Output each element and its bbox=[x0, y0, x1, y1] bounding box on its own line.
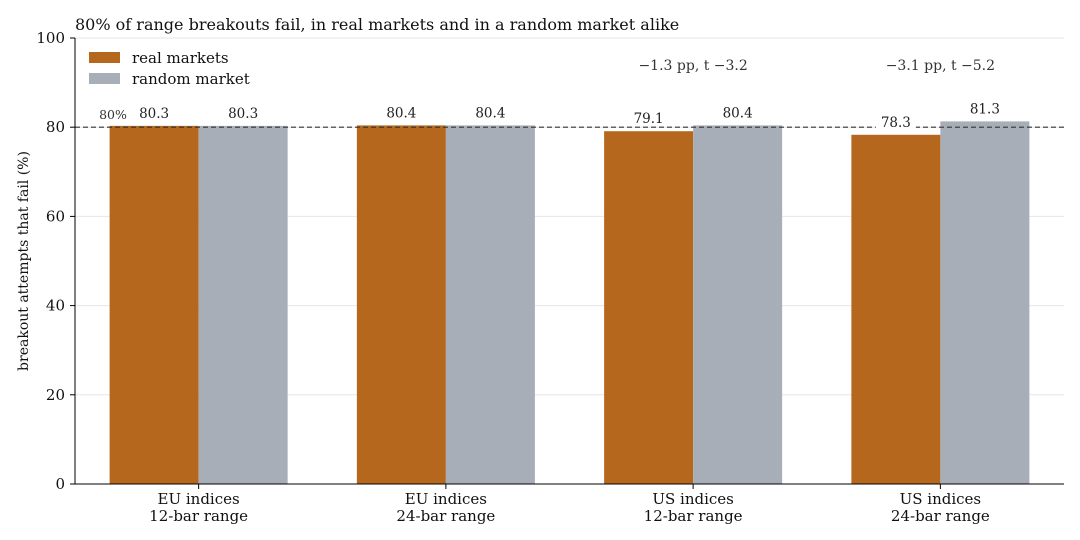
data-label-bg bbox=[134, 104, 175, 121]
data-label-random-market-3: 81.3 bbox=[970, 101, 1000, 117]
y-tick-label-1: 20 bbox=[46, 386, 65, 404]
bar-real-markets-3 bbox=[851, 134, 941, 485]
x-tick-label-0-1: 12-bar range bbox=[149, 507, 248, 525]
bar-real-markets-2 bbox=[604, 131, 694, 485]
bar-random-market-2 bbox=[693, 125, 783, 484]
data-label-bg bbox=[470, 104, 511, 121]
y-tick-label-5: 100 bbox=[36, 29, 65, 47]
legend-label-0: real markets bbox=[132, 49, 229, 67]
data-label-bg bbox=[628, 110, 669, 127]
data-label-random-market-1: 80.4 bbox=[475, 105, 505, 121]
x-tick-label-1-1: 24-bar range bbox=[396, 507, 495, 525]
legend-label-1: random market bbox=[132, 70, 250, 88]
data-label-real-markets-0: 80.3 bbox=[139, 106, 169, 122]
data-label-bg bbox=[717, 104, 758, 121]
annotations: −1.3 pp, t −3.2 −3.1 pp, t −5.2 bbox=[638, 58, 995, 74]
x-tick-label-3-1: 24-bar range bbox=[891, 507, 990, 525]
legend: real markets random market bbox=[89, 49, 250, 88]
bar-random-market-0 bbox=[198, 125, 288, 484]
data-label-bg bbox=[381, 104, 422, 121]
bar-real-markets-0 bbox=[109, 125, 199, 484]
data-label-real-markets-1: 80.4 bbox=[386, 105, 416, 121]
data-labels: 80.3 80.4 79.1 78.3 80.3 80.4 80.4 81.3 bbox=[134, 100, 1005, 131]
legend-swatch-1 bbox=[89, 73, 120, 84]
data-label-random-market-2: 80.4 bbox=[723, 105, 753, 121]
legend-swatch-0 bbox=[89, 52, 120, 63]
x-tick-label-0-0: EU indices bbox=[158, 490, 240, 508]
y-tick-label-3: 60 bbox=[46, 207, 65, 225]
chart-title: 80% of range breakouts fail, in real mar… bbox=[75, 15, 679, 34]
bar-random-market-3 bbox=[940, 121, 1030, 484]
x-tick-label-1-0: EU indices bbox=[405, 490, 487, 508]
x-tick-label-2-1: 12-bar range bbox=[644, 507, 743, 525]
y-tick-label-2: 40 bbox=[46, 297, 65, 315]
y-axis-label: breakout attempts that fail (%) bbox=[16, 151, 32, 371]
annotation-0: −1.3 pp, t −3.2 bbox=[638, 58, 747, 74]
data-label-real-markets-3: 78.3 bbox=[881, 115, 911, 131]
x-tick-label-3-0: US indices bbox=[900, 490, 982, 508]
y-tick-label-4: 80 bbox=[46, 118, 65, 136]
x-tick-label-2-0: US indices bbox=[652, 490, 734, 508]
data-label-bg bbox=[964, 100, 1005, 117]
data-label-bg bbox=[875, 113, 916, 130]
data-label-random-market-0: 80.3 bbox=[228, 106, 258, 122]
y-tick-label-0: 0 bbox=[55, 475, 65, 493]
reference-label: 80% bbox=[99, 107, 127, 122]
bar-real-markets-1 bbox=[356, 125, 446, 484]
bar-random-market-1 bbox=[445, 125, 535, 484]
data-label-bg bbox=[223, 104, 264, 121]
data-label-real-markets-2: 79.1 bbox=[634, 111, 664, 127]
bars bbox=[109, 121, 1030, 485]
reference-label-bg bbox=[94, 102, 132, 120]
annotation-1: −3.1 pp, t −5.2 bbox=[886, 58, 995, 74]
